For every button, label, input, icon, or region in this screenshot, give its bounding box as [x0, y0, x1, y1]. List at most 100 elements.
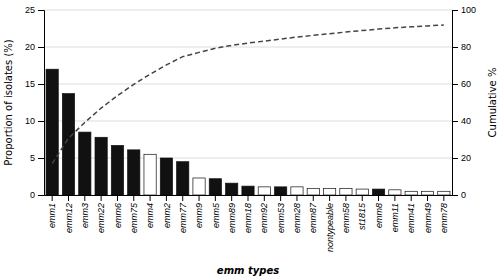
- bar: [356, 189, 368, 195]
- grid-line: [44, 47, 452, 48]
- tick-mark: [133, 195, 134, 201]
- tick: emm58: [341, 195, 351, 233]
- tick-label: st1815: [357, 202, 367, 230]
- marks: [46, 25, 450, 195]
- tick-mark: [182, 195, 183, 201]
- tick: emm28: [292, 195, 302, 233]
- tick-label: emm78: [439, 203, 449, 233]
- tick-label: emm4: [145, 203, 155, 228]
- tick-mark: [264, 195, 265, 201]
- tick-label: emm75: [129, 202, 139, 233]
- tick: 40: [452, 116, 471, 126]
- tick-mark: [427, 195, 428, 201]
- tick-label: emm3: [80, 203, 90, 228]
- tick-mark: [68, 195, 69, 201]
- bar: [95, 137, 107, 195]
- tick-label: emm22: [96, 203, 106, 233]
- tick-label: emm53: [276, 203, 286, 233]
- tick: emm53: [276, 195, 286, 233]
- grid-line: [44, 84, 452, 85]
- bar: [372, 189, 384, 195]
- tick: emm1: [47, 195, 57, 228]
- tick: emm12: [64, 195, 74, 233]
- tick-mark: [313, 195, 314, 201]
- tick-label: emm77: [178, 202, 188, 233]
- tick-mark: [166, 195, 167, 201]
- tick: emm75: [129, 195, 139, 233]
- tick-label: emm92: [259, 203, 269, 233]
- bar: [275, 187, 287, 195]
- bar: [291, 187, 303, 195]
- tick-label: 20: [25, 42, 35, 52]
- bar: [226, 183, 238, 195]
- tick-label: emm1: [47, 203, 57, 228]
- tick: nontypeable: [325, 195, 335, 252]
- tick-label: emm87: [308, 202, 318, 233]
- tick: emm2: [162, 195, 172, 228]
- tick-label: emm8: [374, 203, 384, 228]
- tick-mark: [452, 84, 458, 85]
- grid-line: [44, 10, 452, 11]
- tick: emm49: [423, 195, 433, 233]
- bar: [111, 145, 123, 195]
- bar: [62, 94, 74, 195]
- y-axis-title: Proportion of isolates (%): [3, 39, 14, 165]
- tick: emm87: [308, 195, 318, 233]
- tick-label: emm9: [194, 203, 204, 228]
- bar: [421, 191, 433, 195]
- tick-mark: [345, 195, 346, 201]
- tick-mark: [280, 195, 281, 201]
- tick-label: emm41: [406, 203, 416, 233]
- bar: [258, 187, 270, 195]
- tick-label: emm6: [113, 203, 123, 228]
- tick: emm11: [390, 195, 400, 232]
- tick-label: emm11: [390, 203, 400, 232]
- tick: st1815: [357, 195, 367, 230]
- bar: [307, 188, 319, 195]
- tick-mark: [248, 195, 249, 201]
- tick-label: 100: [461, 5, 476, 15]
- tick: 15: [25, 79, 44, 89]
- tick-label: nontypeable: [325, 203, 335, 252]
- tick-mark: [52, 195, 53, 201]
- tick-mark: [38, 158, 44, 159]
- tick-label: 0: [461, 190, 466, 200]
- grid-line: [44, 121, 452, 122]
- y-axis: 0510152025: [25, 5, 45, 200]
- bar: [438, 191, 450, 195]
- tick-mark: [150, 195, 151, 201]
- tick-mark: [231, 195, 232, 201]
- tick: 80: [452, 42, 471, 52]
- tick-mark: [215, 195, 216, 201]
- tick-mark: [84, 195, 85, 201]
- tick-mark: [452, 121, 458, 122]
- tick-label: emm5: [211, 202, 221, 228]
- tick-label: emm49: [423, 203, 433, 233]
- tick-mark: [296, 195, 297, 201]
- tick: 25: [25, 5, 44, 15]
- tick: emm89: [227, 195, 237, 233]
- tick: emm78: [439, 195, 449, 233]
- tick-mark: [452, 47, 458, 48]
- tick: emm4: [145, 195, 155, 228]
- tick-label: 15: [25, 79, 35, 89]
- bar: [46, 69, 58, 195]
- y2-axis-title: Cumulative %: [487, 68, 498, 138]
- bar: [160, 158, 172, 195]
- tick-label: 80: [461, 42, 471, 52]
- tick-mark: [38, 121, 44, 122]
- tick: 60: [452, 79, 471, 89]
- tick-mark: [394, 195, 395, 201]
- axis-line: [38, 11, 45, 196]
- y2-axis: 020406080100: [452, 5, 476, 200]
- tick-label: 0: [30, 190, 35, 200]
- tick-label: emm89: [227, 203, 237, 233]
- tick-mark: [452, 195, 458, 196]
- tick: 5: [30, 153, 44, 163]
- tick: emm41: [406, 195, 416, 233]
- tick: emm9: [194, 195, 204, 228]
- tick-label: 5: [30, 153, 35, 163]
- chart: emm1 emm12 emm3 emm22 emm6 emm75 emm4 emm2 emm77…: [0, 0, 500, 279]
- bar: [193, 178, 205, 195]
- bar: [242, 186, 254, 195]
